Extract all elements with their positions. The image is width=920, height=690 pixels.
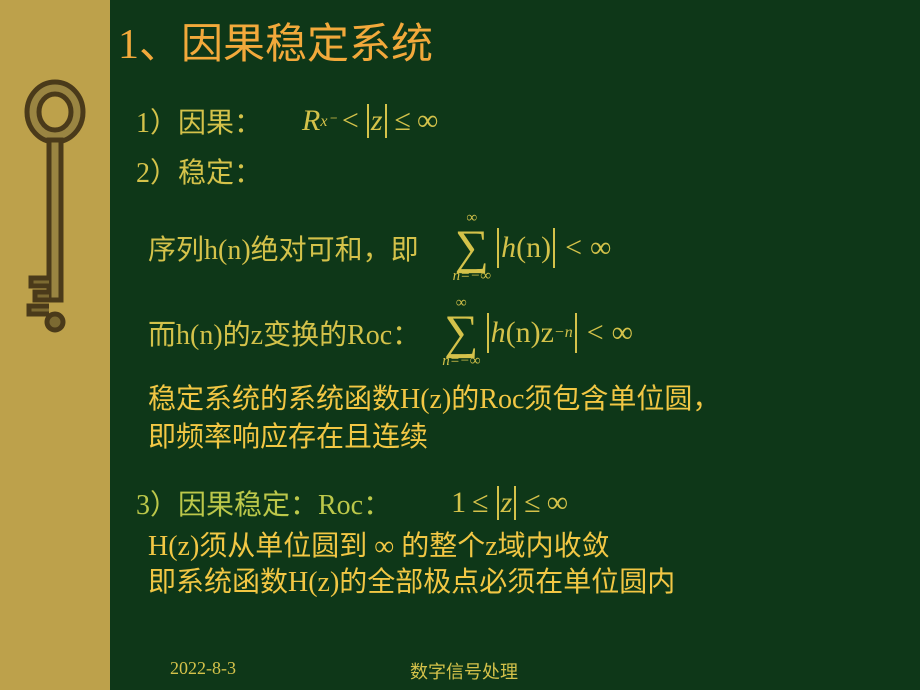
equation-causal: Rx⁻ < z ≤ ∞: [302, 104, 438, 138]
footer-date: 2022-8-3: [170, 658, 410, 684]
slide-content: 1、因果稳定系统 1）因果： Rx⁻ < z ≤ ∞ 2）稳定： 序列h(n)绝…: [118, 10, 908, 602]
point-1: 1）因果： Rx⁻ < z ≤ ∞: [136, 101, 908, 141]
footer-course: 数字信号处理: [410, 658, 518, 684]
sidebar-texture: [0, 0, 110, 690]
point-2-sum1: 序列h(n)绝对可和，即 ∞ ∑ n=−∞ h(n) < ∞: [148, 211, 908, 284]
equation-abs-sum: ∞ ∑ n=−∞ h(n) < ∞: [449, 211, 612, 284]
equation-ztrans-sum: ∞ ∑ n=−∞ h(n)z−n < ∞: [438, 296, 633, 369]
key-icon: [18, 78, 92, 338]
stability-note: 稳定系统的系统函数H(z)的Roc须包含单位圆， 即频率响应存在且连续: [148, 381, 908, 457]
equation-roc: 1 ≤ z ≤ ∞: [451, 486, 568, 520]
point-2-label: 2）稳定：: [136, 151, 908, 191]
point-3: 3）因果稳定：Roc： 1 ≤ z ≤ ∞: [136, 483, 908, 523]
point-1-label: 1）因果：: [136, 101, 262, 141]
point-2-sum2: 而h(n)的z变换的Roc： ∞ ∑ n=−∞ h(n)z−n < ∞: [148, 296, 908, 369]
causal-stable-note: H(z)须从单位圆到 ∞ 的整个z域内收敛 即系统函数H(z)的全部极点必须在单…: [148, 529, 908, 602]
slide-title: 1、因果稳定系统: [118, 10, 908, 71]
footer: 2022-8-3 数字信号处理: [170, 658, 890, 684]
